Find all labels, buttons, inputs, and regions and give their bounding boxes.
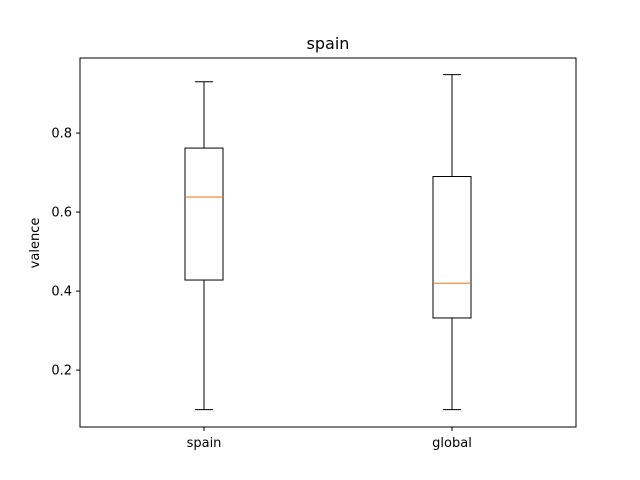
y-tick-label: 0.6 xyxy=(51,206,72,221)
axes-frame xyxy=(79,57,577,428)
box-global xyxy=(432,176,472,319)
y-axis-label: valence xyxy=(28,218,43,269)
plot-area: 0.2 0.4 0.6 0.8 spain global xyxy=(51,57,577,451)
box-spain xyxy=(184,147,224,281)
x-tick-label: global xyxy=(432,436,472,451)
y-tick-label: 0.8 xyxy=(51,127,72,142)
y-tick-label: 0.2 xyxy=(51,364,72,379)
y-tick-label: 0.4 xyxy=(51,285,72,300)
chart-title: spain xyxy=(307,34,350,53)
x-tick-label: spain xyxy=(187,436,222,451)
